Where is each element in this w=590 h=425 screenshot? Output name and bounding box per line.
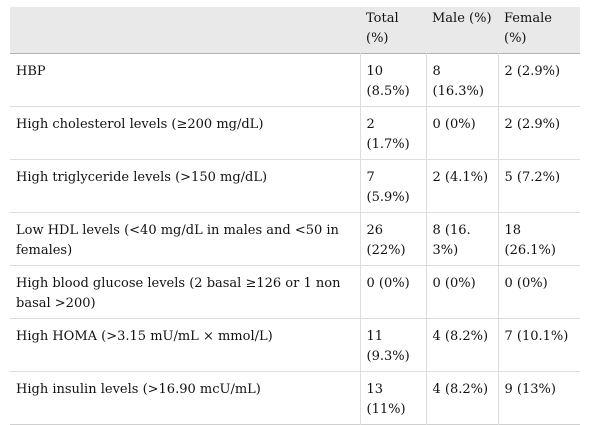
cell-male: 8 (16. 3%) xyxy=(425,212,498,266)
cell-male: 4 (8.2%) xyxy=(425,371,498,425)
cell-male: 2 (4.1%) xyxy=(425,159,498,213)
header-cell-label xyxy=(10,7,360,54)
table-row: High cholesterol levels (≥200 mg/dL) 2 (… xyxy=(10,106,580,160)
cell-female: 18 (26.1%) xyxy=(497,212,580,266)
table-row: High triglyceride levels (>150 mg/dL) 7 … xyxy=(10,159,580,213)
row-label: High blood glucose levels (2 basal ≥126 … xyxy=(16,276,341,311)
header-row: Total (%) Male (%) Female (%) xyxy=(10,7,580,54)
cell-female: 7 (10.1%) xyxy=(497,318,580,372)
cell-total: 26 (22%) xyxy=(359,212,426,266)
header-cell-female: Female (%) xyxy=(504,11,552,46)
table-row: HBP 10 (8.5%) 8 (16.3%) 2 (2.9%) xyxy=(10,53,580,107)
table-body: HBP 10 (8.5%) 8 (16.3%) 2 (2.9%) High ch… xyxy=(10,53,580,425)
row-label: High cholesterol levels (≥200 mg/dL) xyxy=(16,117,264,132)
row-label: High insulin levels (>16.90 mcU/mL) xyxy=(16,382,261,397)
table-row: High blood glucose levels (2 basal ≥126 … xyxy=(10,265,580,319)
row-label: High HOMA (>3.15 mU/mL × mmol/L) xyxy=(16,329,273,344)
cell-total: 10 (8.5%) xyxy=(359,53,426,107)
table-row: Low HDL levels (<40 mg/dL in males and <… xyxy=(10,212,580,266)
cell-male: 4 (8.2%) xyxy=(425,318,498,372)
table-row: High insulin levels (>16.90 mcU/mL) 13 (… xyxy=(10,371,580,425)
cell-total: 13 (11%) xyxy=(359,371,426,425)
cell-male: 0 (0%) xyxy=(425,106,498,160)
cell-total: 11 (9.3%) xyxy=(359,318,426,372)
row-label: HBP xyxy=(16,64,46,79)
table-row: High HOMA (>3.15 mU/mL × mmol/L) 11 (9.3… xyxy=(10,318,580,372)
cell-female: 2 (2.9%) xyxy=(497,53,580,107)
table-header: Total (%) Male (%) Female (%) xyxy=(10,7,580,54)
row-label: High triglyceride levels (>150 mg/dL) xyxy=(16,170,268,185)
header-cell-total: Total (%) xyxy=(366,11,399,46)
cell-total: 7 (5.9%) xyxy=(359,159,426,213)
cell-total: 0 (0%) xyxy=(359,265,426,319)
data-table: Total (%) Male (%) Female (%) HBP 10 (8.… xyxy=(10,7,580,425)
row-label: Low HDL levels (<40 mg/dL in males and <… xyxy=(16,223,339,258)
cell-female: 5 (7.2%) xyxy=(497,159,580,213)
cell-female: 9 (13%) xyxy=(497,371,580,425)
cell-male: 0 (0%) xyxy=(425,265,498,319)
cell-total: 2 (1.7%) xyxy=(359,106,426,160)
cell-female: 2 (2.9%) xyxy=(497,106,580,160)
cell-male: 8 (16.3%) xyxy=(425,53,498,107)
header-cell-male: Male (%) xyxy=(432,11,492,26)
cell-female: 0 (0%) xyxy=(497,265,580,319)
